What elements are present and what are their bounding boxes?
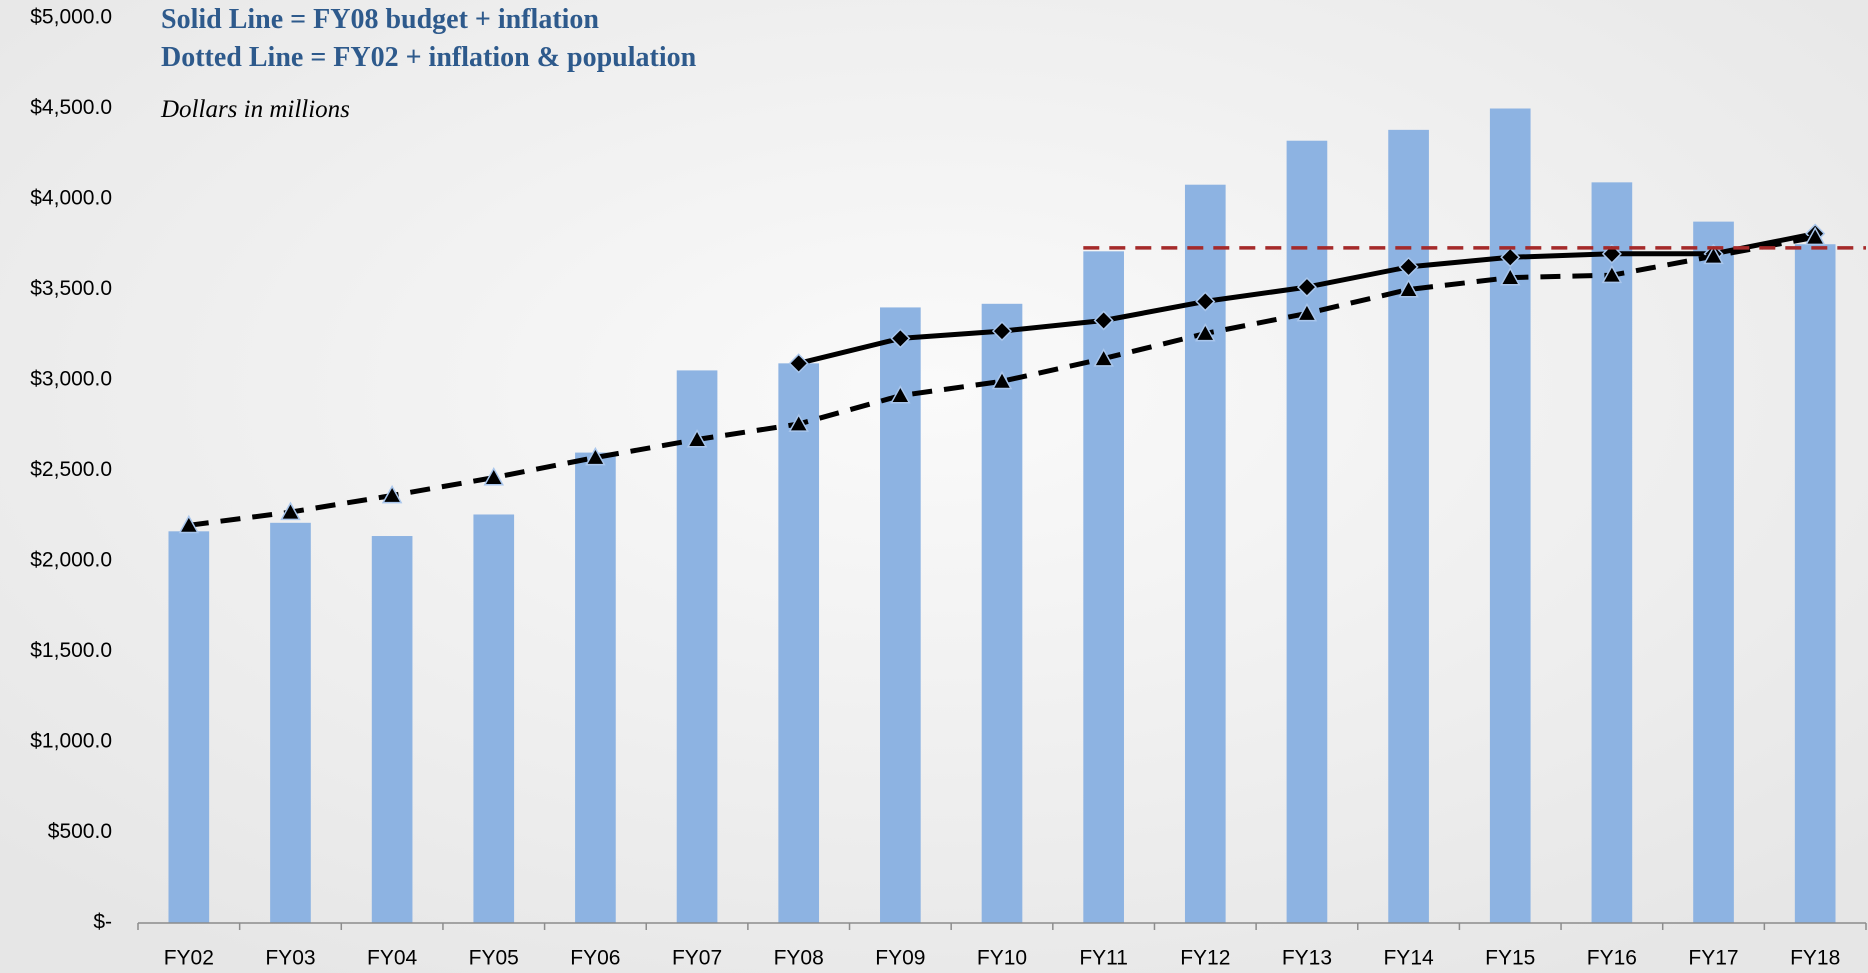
- annotation: Dotted Line = FY02 + inflation & populat…: [161, 42, 697, 73]
- x-tick-label: FY05: [469, 947, 519, 970]
- x-tick-label: FY12: [1180, 947, 1230, 970]
- y-tick-label: $3,500.0: [30, 277, 112, 300]
- bar: [1693, 221, 1734, 923]
- marker: [1296, 302, 1318, 322]
- bar: [575, 452, 616, 923]
- marker: [1500, 247, 1521, 268]
- plot-area: $- $500.0 $1,000.0 $1,500.0 $2,000.0 $2,500.0…: [30, 6, 1867, 970]
- marker: [1195, 291, 1216, 312]
- marker: [686, 429, 708, 448]
- marker: [1499, 267, 1521, 286]
- marker: [1398, 256, 1419, 277]
- marker: [788, 413, 809, 432]
- y-tick-label: $1,500.0: [30, 639, 112, 662]
- y-tick-label: $500.0: [48, 820, 112, 843]
- bar: [371, 536, 413, 923]
- x-tick-label: FY17: [1688, 947, 1738, 970]
- y-tick-label: $1,000.0: [30, 730, 112, 753]
- marker: [991, 321, 1013, 342]
- x-tick-label: FY08: [774, 947, 824, 970]
- marker: [1195, 322, 1216, 342]
- marker: [178, 514, 200, 534]
- bar: [1489, 108, 1531, 923]
- marker: [1296, 277, 1318, 298]
- annotation: Solid Line = FY08 budget + inflation: [161, 4, 599, 35]
- bar: [880, 307, 921, 923]
- x-tick-label: FY02: [164, 947, 214, 970]
- bar: [1286, 140, 1328, 923]
- x-tick-label: FY04: [367, 947, 418, 970]
- marker: [890, 328, 911, 349]
- y-tick-label: $3,000.0: [30, 368, 112, 391]
- marker: [788, 353, 809, 374]
- marker: [1804, 226, 1826, 246]
- x-tick-label: FY10: [977, 947, 1027, 970]
- marker: [1703, 245, 1724, 265]
- bar: [676, 370, 718, 924]
- bar: [270, 522, 311, 923]
- marker: [890, 385, 911, 404]
- marker: [1398, 278, 1419, 298]
- y-tick-label: $4,000.0: [30, 187, 112, 210]
- x-tick-label: FY11: [1079, 947, 1128, 970]
- x-tick-label: FY13: [1282, 947, 1332, 970]
- bar: [1794, 244, 1836, 923]
- y-tick-label: $2,500.0: [30, 458, 112, 481]
- marker: [991, 370, 1013, 390]
- bar: [981, 303, 1023, 923]
- marker: [483, 467, 505, 486]
- marker: [280, 501, 301, 521]
- marker: [381, 484, 403, 504]
- annotation: Dollars in millions: [160, 96, 350, 123]
- marker: [1093, 348, 1114, 367]
- x-tick-label: FY03: [265, 947, 315, 970]
- y-tick-label: $2,000.0: [30, 549, 112, 572]
- bar: [168, 531, 210, 923]
- marker: [585, 446, 606, 466]
- x-tick-label: FY06: [570, 947, 620, 970]
- x-tick-label: FY15: [1485, 947, 1535, 970]
- marker: [1093, 310, 1114, 331]
- x-tick-label: FY14: [1383, 947, 1434, 970]
- y-tick-label: $-: [93, 911, 112, 934]
- x-tick-label: FY07: [672, 947, 722, 970]
- bar: [1591, 182, 1633, 923]
- bar: [473, 514, 515, 923]
- x-tick-label: FY18: [1790, 947, 1840, 970]
- bar: [778, 363, 820, 923]
- x-tick-label: FY09: [875, 947, 925, 970]
- marker: [1601, 264, 1623, 284]
- y-tick-label: $5,000.0: [30, 6, 112, 29]
- x-tick-label: FY16: [1587, 947, 1637, 970]
- y-tick-label: $4,500.0: [30, 96, 112, 119]
- line-series: [188, 234, 1816, 528]
